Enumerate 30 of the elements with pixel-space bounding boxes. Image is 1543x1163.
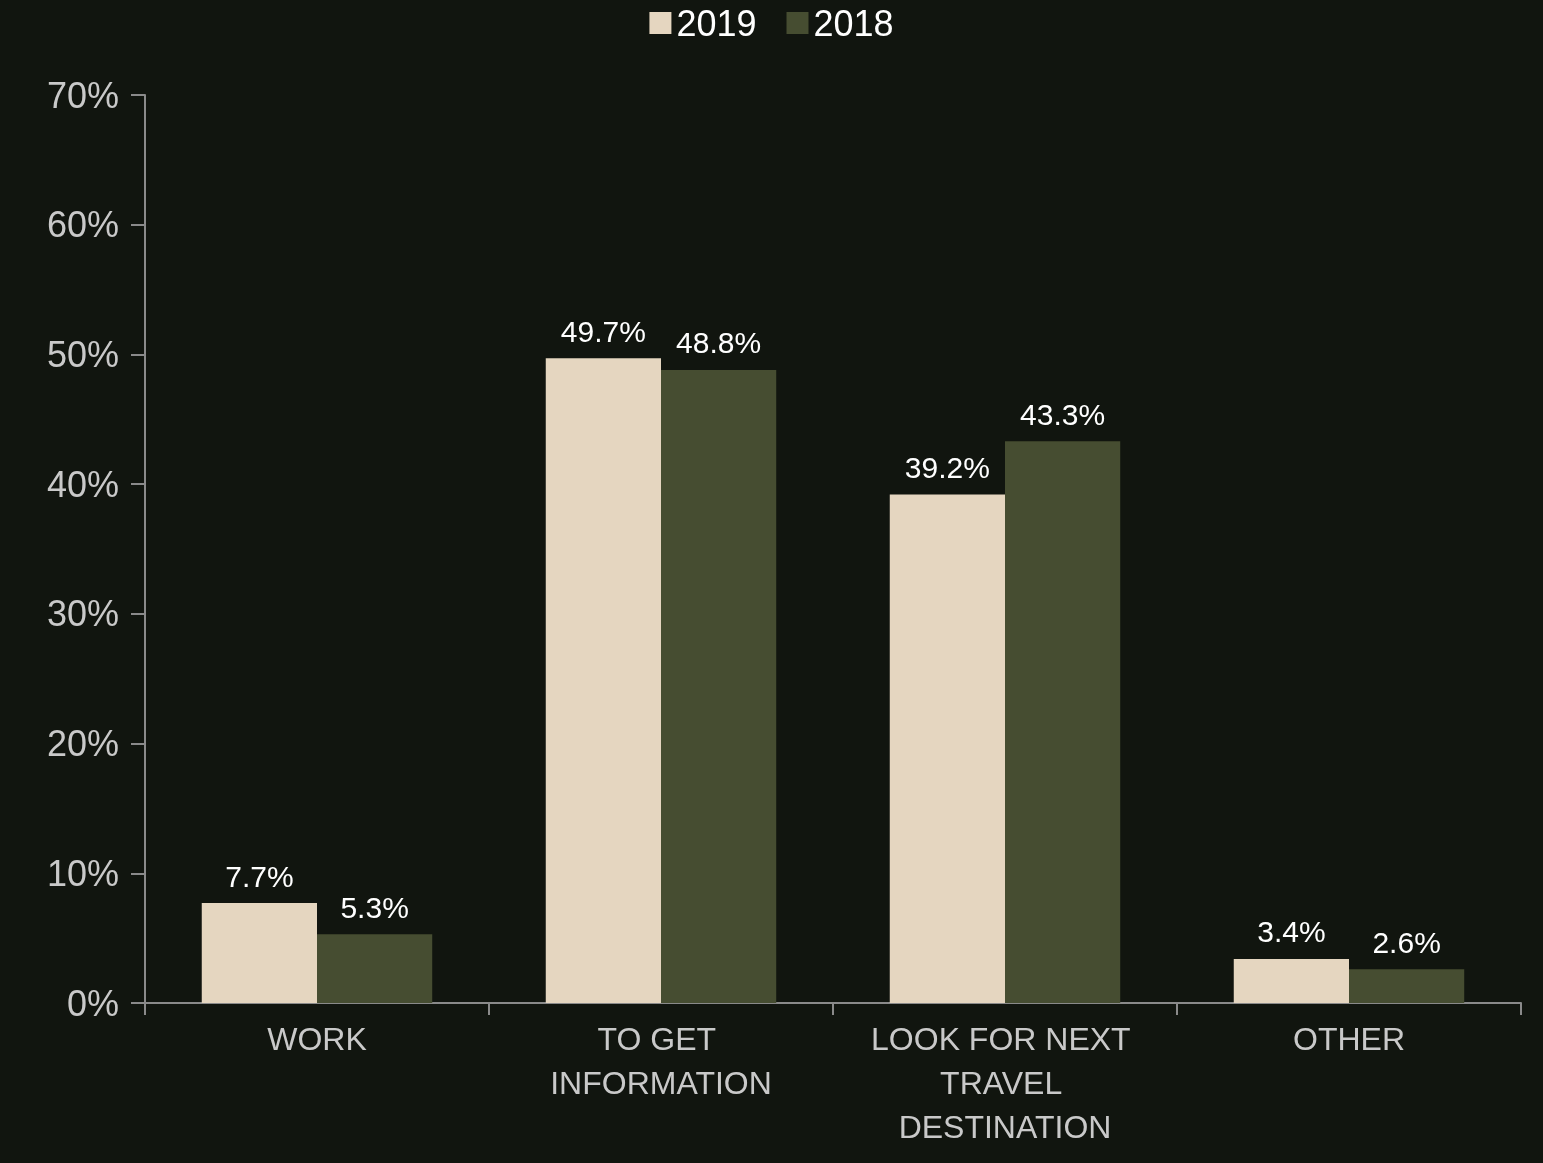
data-label: 3.4% — [1257, 915, 1326, 949]
data-label: 2.6% — [1372, 925, 1441, 959]
x-tick-label: WORK — [267, 1021, 367, 1057]
y-tick-label: 40% — [46, 463, 119, 505]
bar — [1349, 969, 1465, 1003]
legend-label: 2019 — [676, 2, 757, 44]
x-tick-label: TO GET INFORMATION — [550, 1021, 772, 1101]
bar — [661, 369, 777, 1003]
bar — [889, 494, 1005, 1003]
data-label: 39.2% — [904, 451, 990, 485]
y-tick-label: 30% — [46, 593, 119, 635]
data-label: 5.3% — [340, 890, 409, 924]
bar — [1005, 441, 1121, 1003]
bar — [317, 934, 433, 1003]
data-label: 7.7% — [225, 859, 294, 893]
y-tick-label: 20% — [46, 723, 119, 765]
x-tick-label: OTHER — [1293, 1021, 1405, 1057]
x-tick-label: LOOK FOR NEXT TRAVEL DESTINATION — [871, 1021, 1139, 1145]
legend-label: 2018 — [813, 2, 894, 44]
bar — [1233, 958, 1349, 1003]
data-label: 48.8% — [676, 326, 762, 360]
y-tick-label: 10% — [46, 852, 119, 894]
y-tick-label: 50% — [46, 333, 119, 375]
data-label: 49.7% — [560, 314, 646, 348]
data-label: 43.3% — [1020, 397, 1106, 431]
y-tick-label: 70% — [46, 74, 119, 116]
bar — [545, 358, 661, 1003]
y-tick-label: 60% — [46, 204, 119, 246]
y-tick-label: 0% — [66, 982, 119, 1024]
bar — [201, 903, 317, 1003]
